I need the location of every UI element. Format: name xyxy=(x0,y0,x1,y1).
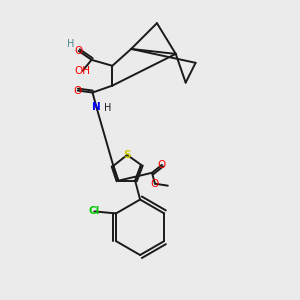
Text: N: N xyxy=(92,102,101,112)
Text: H: H xyxy=(104,103,111,113)
Text: OH: OH xyxy=(75,66,91,76)
Text: O: O xyxy=(74,46,83,56)
Text: Cl: Cl xyxy=(88,206,100,216)
Text: O: O xyxy=(158,160,166,170)
Text: H: H xyxy=(67,39,74,49)
Text: O: O xyxy=(151,179,159,189)
Text: O: O xyxy=(74,85,82,96)
Text: S: S xyxy=(124,150,131,160)
